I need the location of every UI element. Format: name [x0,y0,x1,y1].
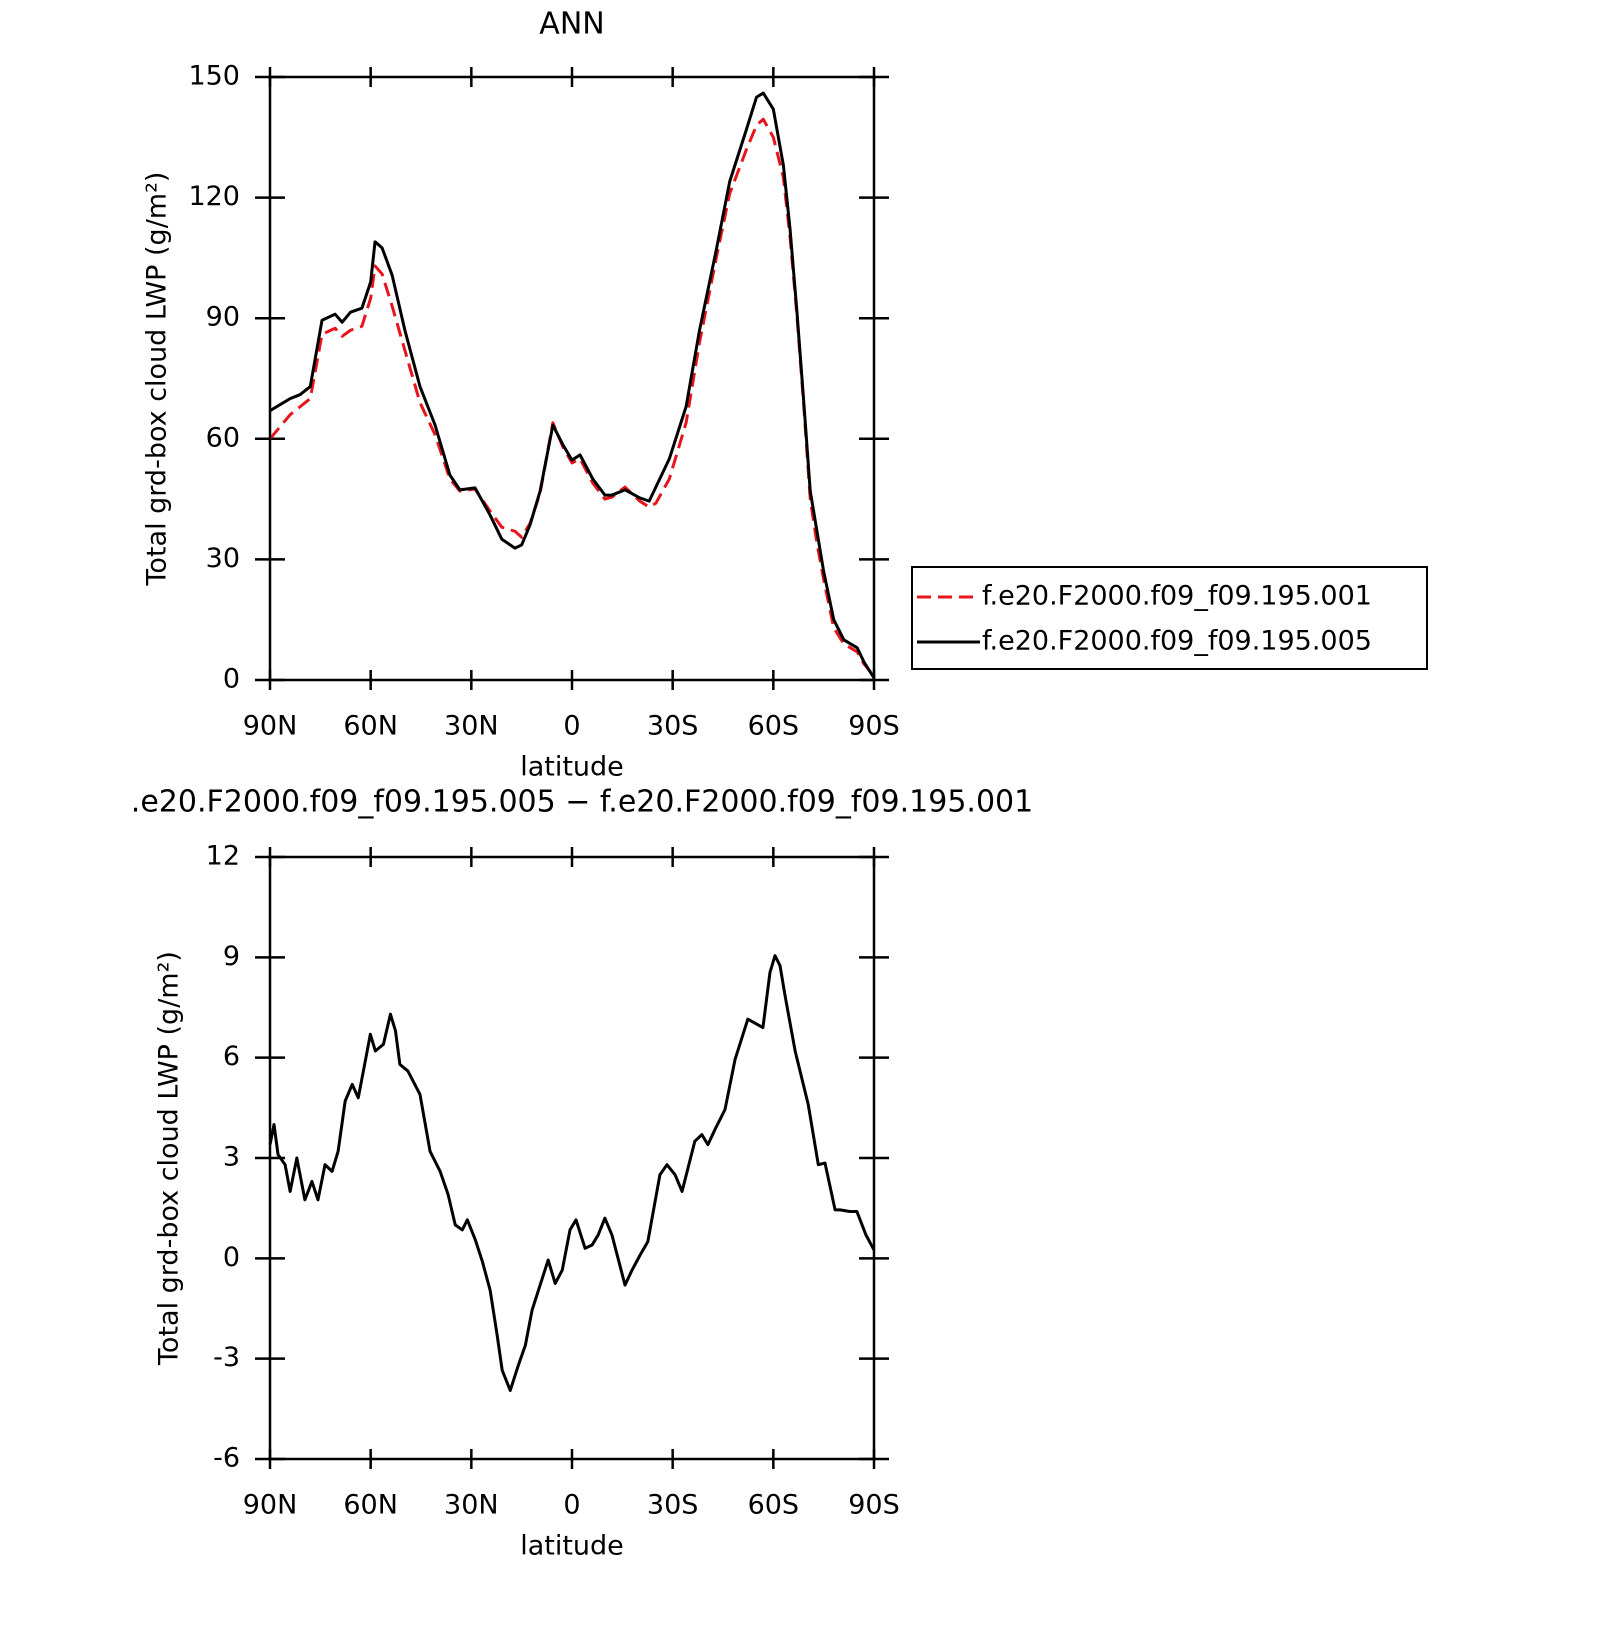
legend-label: f.e20.F2000.f09_f09.195.001 [982,581,1372,612]
y-tick-label: -6 [213,1443,240,1474]
data-line [269,91,876,679]
y-tick-label: 60 [206,422,240,453]
x-tick-label: 90S [848,1490,900,1521]
x-tick-label: 90N [243,1490,298,1521]
legend-label: f.e20.F2000.f09_f09.195.005 [982,626,1372,657]
x-tick-label: 0 [563,711,580,742]
x-tick-label: 30N [444,1490,499,1521]
x-tick-label: 0 [563,1490,580,1521]
chart-panel: .e20.F2000.f09_f09.195.005 − f.e20.F2000… [131,785,1033,1562]
x-tick-label: 30S [647,1490,699,1521]
x-tick-label: 90N [243,711,298,742]
y-tick-label: 3 [223,1142,240,1173]
x-tick-label: 60N [343,711,398,742]
plot-frame [268,855,876,1461]
y-tick-label: 6 [223,1041,240,1072]
data-line [268,117,876,677]
data-line [268,954,876,1392]
x-axis-label: latitude [520,752,624,783]
chart-title: .e20.F2000.f09_f09.195.005 − f.e20.F2000… [131,785,1033,820]
y-axis-label: Total grd-box cloud LWP (g/m²) [142,172,173,587]
y-tick-label: -3 [213,1342,240,1373]
x-tick-label: 60N [343,1490,398,1521]
legend-box [911,566,1428,670]
y-axis-label: Total grd-box cloud LWP (g/m²) [154,951,185,1366]
chart-title: ANN [539,7,604,42]
y-tick-label: 30 [206,543,240,574]
plot-frame [268,75,876,682]
x-tick-label: 30S [647,711,699,742]
y-tick-label: 9 [223,941,240,972]
x-tick-label: 60S [748,711,800,742]
x-tick-label: 30N [444,711,499,742]
y-tick-label: 120 [188,181,240,212]
y-tick-label: 90 [206,302,240,333]
y-tick-label: 150 [188,61,240,92]
y-tick-label: 12 [206,841,240,872]
x-axis-label: latitude [520,1531,624,1562]
x-tick-label: 60S [748,1490,800,1521]
y-tick-label: 0 [223,1242,240,1273]
x-tick-label: 90S [848,711,900,742]
y-tick-label: 0 [223,664,240,695]
chart-panel: ANN latitude Total grd-box cloud LWP (g/m²… [142,7,1428,783]
